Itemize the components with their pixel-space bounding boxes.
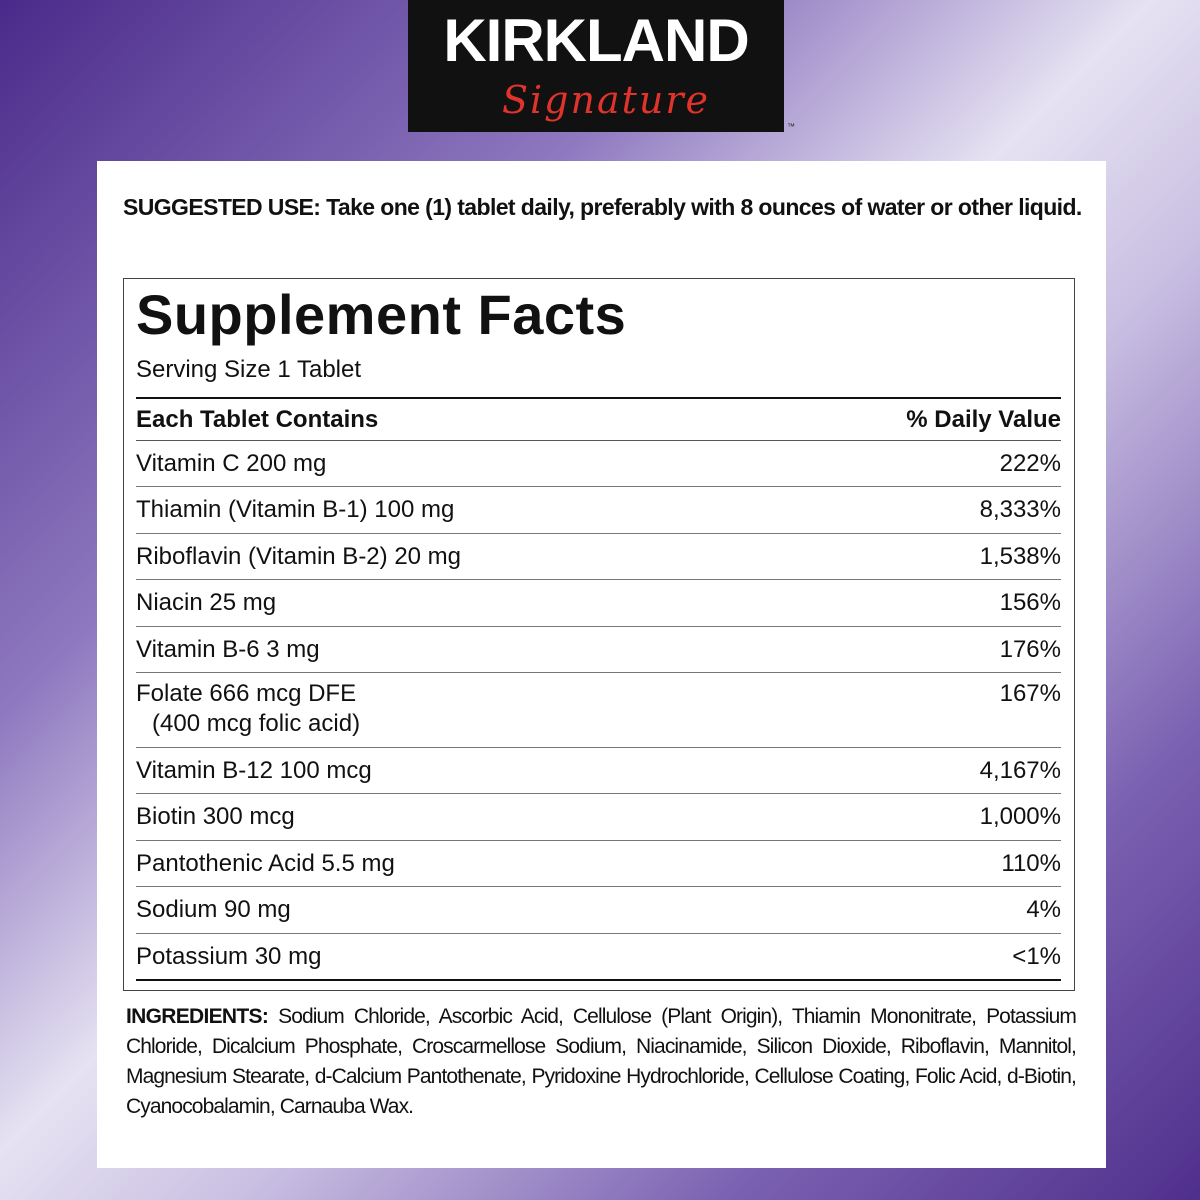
nutrient-label: Pantothenic Acid 5.5 mg [136,849,395,877]
daily-value: 1,538% [979,542,1061,570]
ingredients: INGREDIENTS: Sodium Chloride, Ascorbic A… [126,1002,1077,1122]
table-row: Sodium 90 mg 4% [136,887,1061,934]
table-row: Vitamin C 200 mg 222% [136,441,1061,488]
table-row: Pantothenic Acid 5.5 mg 110% [136,841,1061,888]
ingredients-label: INGREDIENTS: [126,1005,269,1028]
nutrient-label: Potassium 30 mg [136,942,322,970]
table-row: Niacin 25 mg 156% [136,580,1061,627]
nutrient-name: Biotin 300 mcg [136,794,295,839]
suggested-use-text: Take one (1) tablet daily, preferably wi… [326,194,1082,220]
nutrient-name: Pantothenic Acid 5.5 mg [136,841,395,886]
table-row: Biotin 300 mcg 1,000% [136,794,1061,841]
label-panel: SUGGESTED USE: Take one (1) tablet daily… [97,161,1106,1168]
nutrient-name: Vitamin B-12 100 mcg [136,748,372,793]
nutrient-name: Thiamin (Vitamin B-1) 100 mg [136,487,454,532]
nutrient-label: Niacin 25 mg [136,589,277,617]
nutrient-name: Potassium 30 mg [136,934,321,979]
facts-rows: Vitamin C 200 mg 222% Thiamin (Vitamin B-1… [136,441,1061,981]
suggested-use: SUGGESTED USE: Take one (1) tablet daily… [123,191,1083,224]
trademark: ™ [787,122,795,131]
daily-value: 167% [999,679,1061,707]
kirkland-logo: KIRKLAND Signature [408,0,784,132]
ingredients-text: Sodium Chloride, Ascorbic Acid, Cellulos… [126,1005,1077,1118]
nutrient-label: Folate 666 mcg DFE [136,679,357,707]
nutrient-name: Riboflavin (Vitamin B-2) 20 mg [136,534,461,579]
daily-value: 1,000% [979,803,1061,831]
table-row: Folate 666 mcg DFE (400 mcg folic acid) 16… [136,673,1061,748]
nutrient-name: Vitamin C 200 mg [136,441,326,486]
header-left: Each Tablet Contains [136,405,379,433]
daily-value: 156% [999,589,1061,617]
nutrient-subtext: (400 mcg folic acid) [152,709,361,737]
facts-title: Supplement Facts [136,283,627,346]
nutrient-label: Thiamin (Vitamin B-1) 100 mg [136,496,455,524]
nutrient-label: Biotin 300 mcg [136,803,295,831]
header-right: % Daily Value [906,405,1061,433]
daily-value: <1% [1012,942,1061,970]
logo-brand: KIRKLAND [443,7,749,74]
serving-size: Serving Size 1 Tablet [136,356,362,383]
supplement-facts-table: Supplement Facts Serving Size 1 Tablet E… [123,278,1075,991]
nutrient-name: Niacin 25 mg [136,580,276,625]
table-row: Riboflavin (Vitamin B-2) 20 mg 1,538% [136,534,1061,581]
daily-value: 8,333% [979,496,1061,524]
nutrient-name: Vitamin B-6 3 mg [136,627,320,672]
daily-value: 4,167% [979,756,1061,784]
daily-value: 176% [999,635,1061,663]
facts-header: Each Tablet Contains % Daily Value [136,397,1061,441]
table-row: Vitamin B-12 100 mcg 4,167% [136,748,1061,795]
nutrient-label: Vitamin B-12 100 mcg [136,756,372,784]
nutrient-label: Vitamin B-6 3 mg [136,635,320,663]
table-row: Vitamin B-6 3 mg 176% [136,627,1061,673]
daily-value: 110% [1001,849,1061,877]
table-row: Thiamin (Vitamin B-1) 100 mg 8,333% [136,487,1061,534]
logo-signature: Signature [501,78,711,122]
nutrient-label: Riboflavin (Vitamin B-2) 20 mg [136,542,462,570]
nutrient-label: Sodium 90 mg [136,896,291,924]
daily-value: 222% [999,450,1061,477]
suggested-use-label: SUGGESTED USE: [123,194,321,220]
nutrient-name: Sodium 90 mg [136,887,291,932]
nutrient-name: Folate 666 mcg DFE (400 mcg folic acid) [136,679,360,747]
daily-value: 4% [1026,896,1061,924]
table-row: Potassium 30 mg <1% [136,934,1061,979]
nutrient-label: Vitamin C 200 mg [136,450,327,477]
